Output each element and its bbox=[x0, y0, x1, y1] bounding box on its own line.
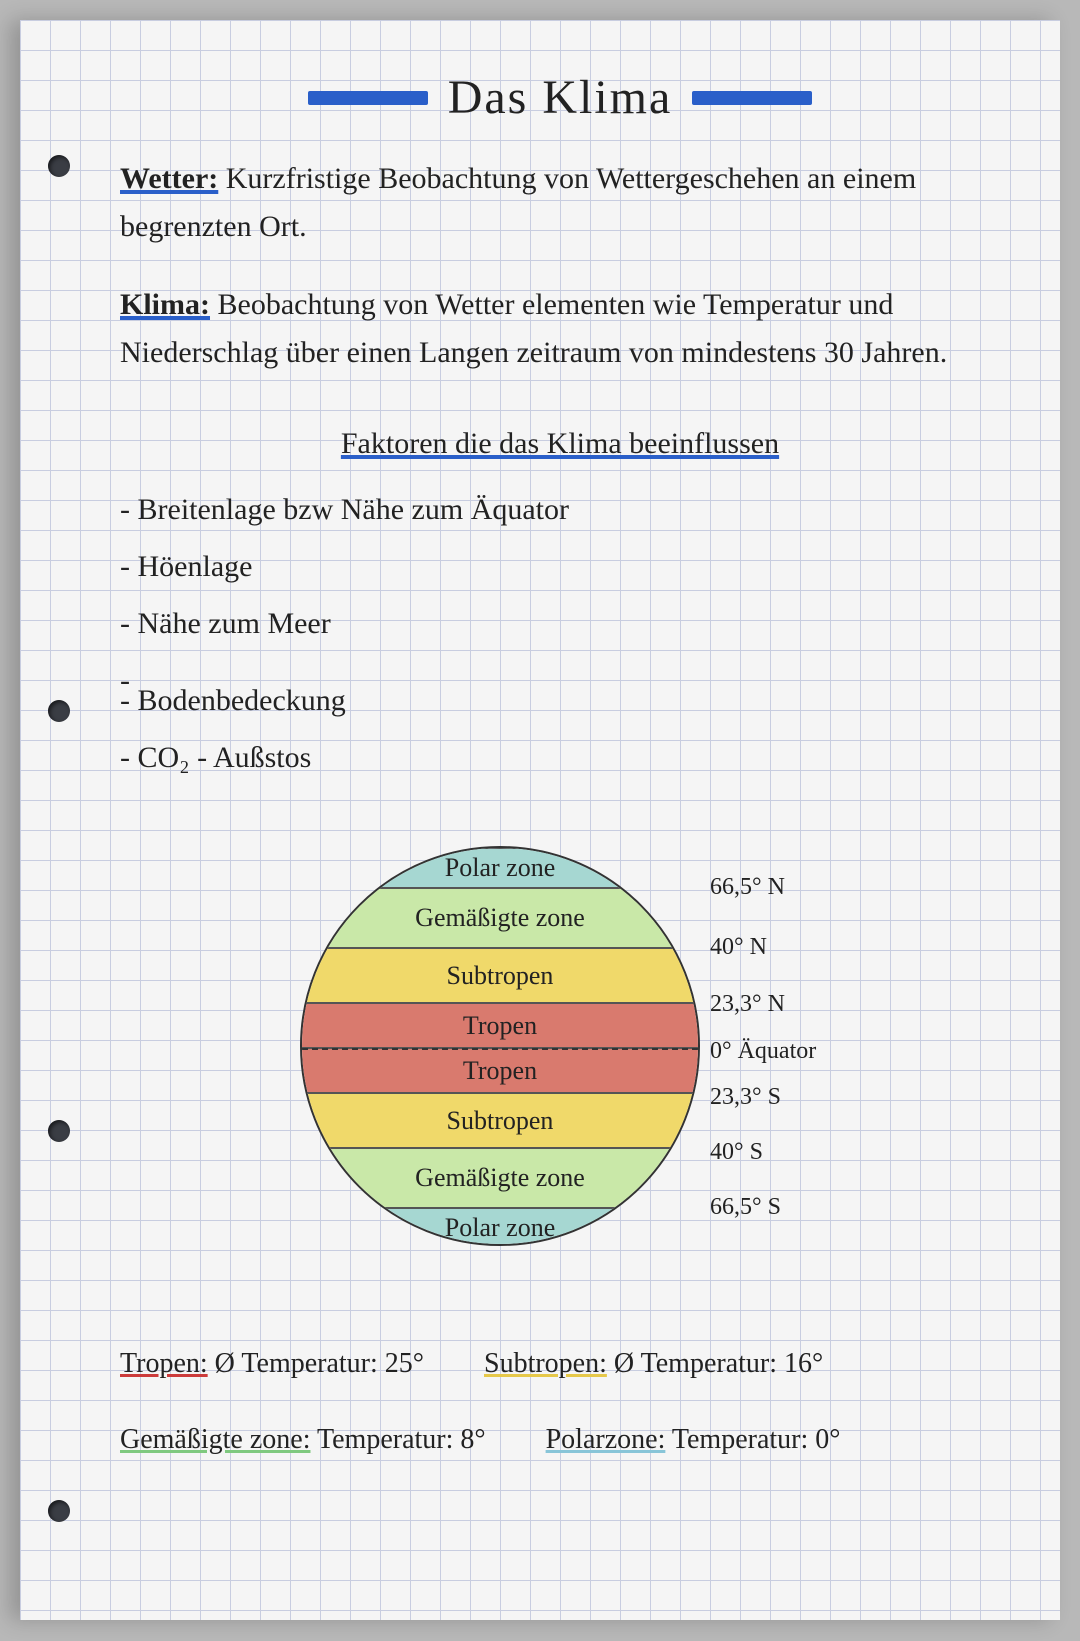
globe-circle: Polar zoneGemäßigte zoneSubtropenTropenT… bbox=[300, 846, 700, 1246]
factor-item: Breitenlage bzw Nähe zum Äquator bbox=[120, 481, 1000, 538]
klima-text: Beobachtung von Wetter elementen wie Tem… bbox=[120, 288, 947, 369]
title-row: Das Klima bbox=[120, 70, 1000, 125]
factor-item: Nähe zum Meer bbox=[120, 595, 1000, 652]
polar-temp: Temperatur: 0° bbox=[672, 1424, 841, 1455]
gemaessigte-zone-label: Gemäßigte zone: bbox=[120, 1424, 310, 1455]
climate-band: Gemäßigte zone bbox=[302, 888, 698, 948]
notebook-page: Das Klima Wetter: Kurzfristige Beobachtu… bbox=[20, 20, 1060, 1620]
latitude-label: 0° Äquator bbox=[710, 1038, 816, 1065]
temperature-summary: Tropen: Ø Temperatur: 25° Subtropen: Ø T… bbox=[120, 1336, 1000, 1468]
spiral-binding bbox=[20, 20, 90, 1620]
definition-klima: Klima: Beobachtung von Wetter elementen … bbox=[120, 281, 1000, 377]
climate-band: Polar zone bbox=[302, 848, 698, 888]
factors-heading: Faktoren die das Klima beeinflussen bbox=[120, 427, 1000, 461]
climate-band: Tropen bbox=[302, 1048, 698, 1093]
tropen-temp: Ø Temperatur: 25° bbox=[215, 1348, 424, 1379]
latitude-label: 23,3° N bbox=[710, 991, 785, 1018]
climate-band: Gemäßigte zone bbox=[302, 1148, 698, 1208]
climate-band: Subtropen bbox=[302, 1093, 698, 1148]
polar-zone-label: Polarzone: bbox=[546, 1424, 666, 1455]
climate-band: Polar zone bbox=[302, 1208, 698, 1246]
title-bar-right bbox=[692, 91, 812, 105]
wetter-text: Kurzfristige Beobachtung von Wettergesch… bbox=[120, 162, 916, 243]
definition-wetter: Wetter: Kurzfristige Beobachtung von Wet… bbox=[120, 155, 1000, 251]
factor-item: CO₂ - Außstos bbox=[120, 729, 1000, 786]
subtropen-zone-label: Subtropen: bbox=[484, 1348, 607, 1379]
equator-line bbox=[302, 1048, 698, 1050]
latitude-label: 40° N bbox=[710, 934, 767, 961]
title-bar-left bbox=[308, 91, 428, 105]
factor-item: Bodenbedeckung bbox=[120, 672, 1000, 729]
wetter-label: Wetter: bbox=[120, 162, 218, 195]
latitude-label: 66,5° N bbox=[710, 874, 785, 901]
page-title: Das Klima bbox=[448, 70, 673, 125]
climate-band: Subtropen bbox=[302, 948, 698, 1003]
latitude-label: 40° S bbox=[710, 1139, 763, 1166]
gemaessigte-temp: Temperatur: 8° bbox=[317, 1424, 486, 1455]
factors-list: Breitenlage bzw Nähe zum Äquator Höenlag… bbox=[120, 481, 1000, 786]
factor-item: Höenlage bbox=[120, 538, 1000, 595]
subtropen-temp: Ø Temperatur: 16° bbox=[614, 1348, 823, 1379]
latitude-label: 66,5° S bbox=[710, 1194, 781, 1221]
climate-band: Tropen bbox=[302, 1003, 698, 1048]
tropen-zone-label: Tropen: bbox=[120, 1348, 208, 1379]
latitude-label: 23,3° S bbox=[710, 1084, 781, 1111]
klima-label: Klima: bbox=[120, 288, 210, 321]
climate-zone-globe: Polar zoneGemäßigte zoneSubtropenTropenT… bbox=[300, 846, 820, 1286]
